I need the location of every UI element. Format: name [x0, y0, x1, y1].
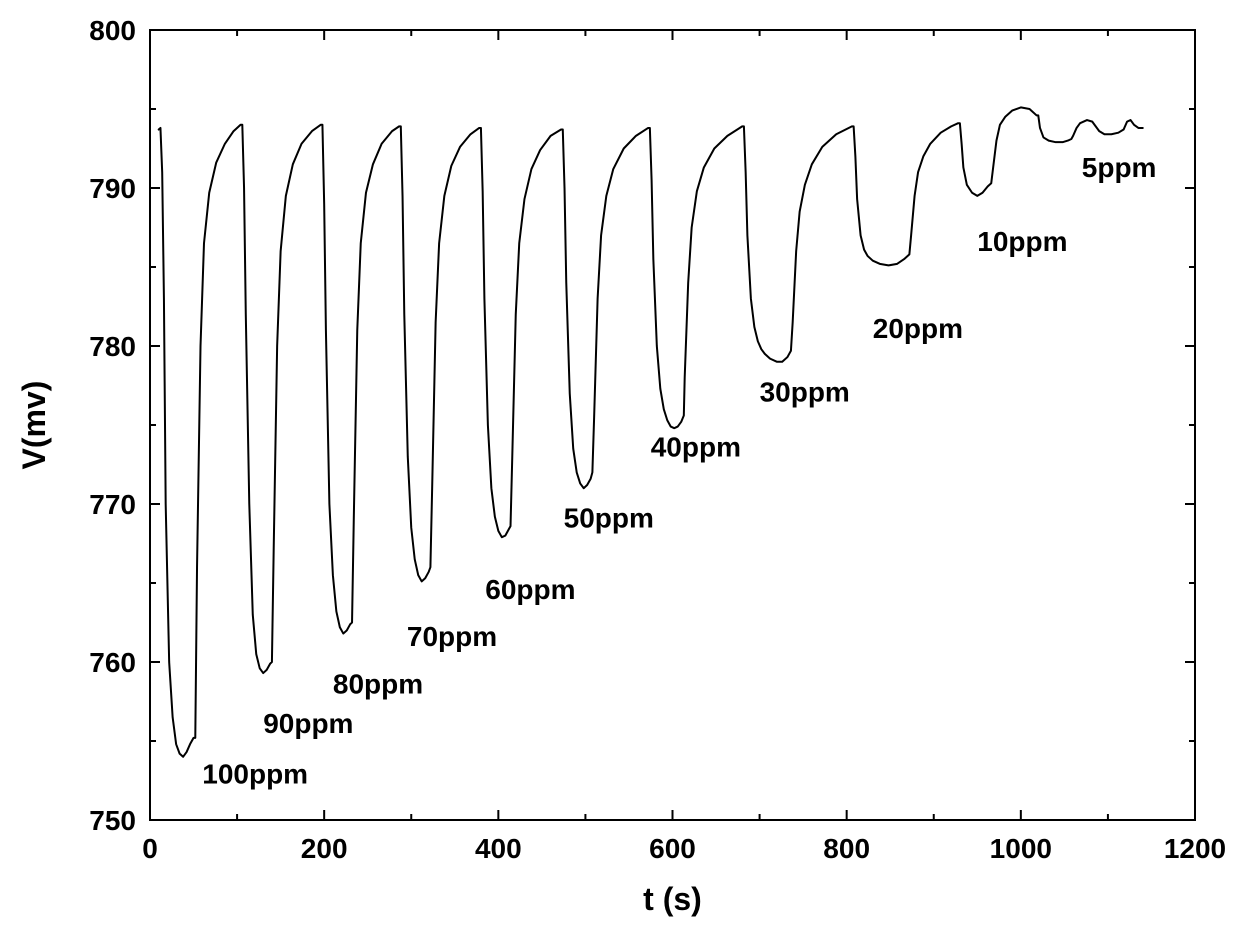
y-tick-label: 770 — [89, 489, 136, 520]
y-tick-label: 790 — [89, 173, 136, 204]
x-axis-title: t (s) — [643, 881, 702, 917]
y-tick-label: 750 — [89, 805, 136, 836]
chart-container: 0 200 400 600 800 1000 1200 750 760 770 780 790 800 t… — [0, 0, 1240, 946]
x-tick-label: 1200 — [1164, 833, 1226, 864]
annotation-label: 20ppm — [873, 313, 963, 344]
y-tick-label: 780 — [89, 331, 136, 362]
annotation-label: 100ppm — [202, 759, 308, 790]
annotation-label: 60ppm — [485, 574, 575, 605]
line-chart: 0 200 400 600 800 1000 1200 750 760 770 780 790 800 t… — [0, 0, 1240, 946]
x-tick-label: 200 — [301, 833, 348, 864]
x-tick-label: 0 — [142, 833, 158, 864]
x-tick-label: 600 — [649, 833, 696, 864]
x-tick-label: 1000 — [990, 833, 1052, 864]
annotation-label: 70ppm — [407, 621, 497, 652]
annotation-label: 90ppm — [263, 708, 353, 739]
y-tick-label: 800 — [89, 15, 136, 46]
annotation-label: 30ppm — [760, 376, 850, 407]
y-tick-label: 760 — [89, 647, 136, 678]
annotation-label: 80ppm — [333, 669, 423, 700]
annotation-label: 50ppm — [564, 503, 654, 534]
y-axis-title: V(mv) — [16, 381, 52, 470]
annotation-label: 40ppm — [651, 432, 741, 463]
x-tick-label: 800 — [823, 833, 870, 864]
annotation-label: 10ppm — [977, 226, 1067, 257]
annotation-label: 5ppm — [1082, 152, 1157, 183]
x-tick-label: 400 — [475, 833, 522, 864]
